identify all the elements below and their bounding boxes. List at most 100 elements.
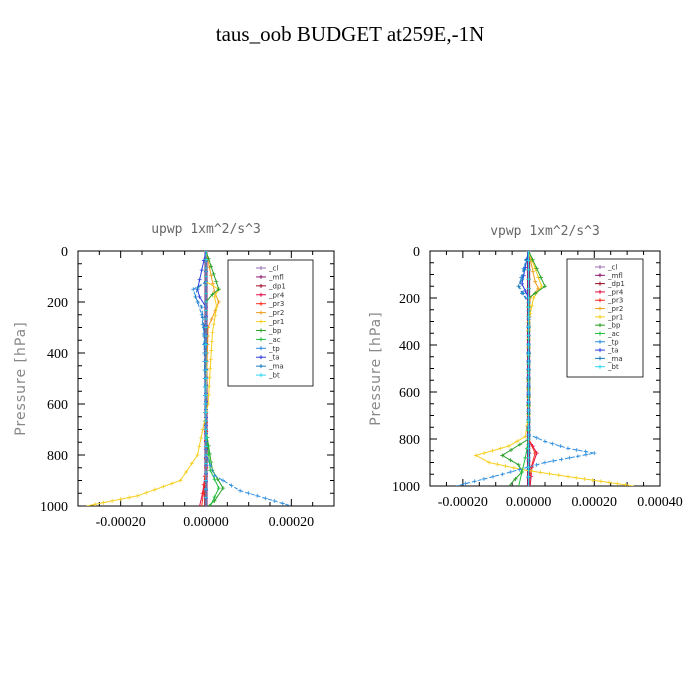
legend-marker [259, 346, 263, 351]
series-marker [204, 410, 208, 415]
series-marker [491, 474, 496, 479]
series-marker [566, 474, 570, 479]
series-marker [526, 352, 531, 357]
series-marker [207, 460, 212, 465]
series-marker [526, 361, 531, 366]
chart-title: upwp 1xm^2/s^3 [151, 222, 261, 237]
series-marker [543, 439, 547, 444]
series-marker [498, 446, 503, 451]
series-marker [255, 493, 260, 498]
series-marker [526, 258, 531, 263]
series-marker [592, 451, 597, 456]
series-marker [204, 334, 208, 338]
series-marker [538, 275, 543, 280]
series-marker [509, 447, 514, 452]
series-marker [272, 498, 277, 503]
legend-label: _bp [607, 322, 621, 330]
series-marker [515, 439, 520, 444]
y-tick-label: 1000 [392, 480, 420, 495]
series-marker [526, 314, 531, 319]
series-marker [500, 472, 505, 477]
series-marker [530, 269, 535, 274]
y-tick-label: 600 [399, 386, 420, 401]
legend-marker [598, 364, 602, 369]
series-marker [211, 322, 216, 327]
series-marker [506, 444, 511, 449]
series-marker [204, 359, 208, 364]
y-tick-label: 200 [399, 292, 420, 307]
series-marker [204, 453, 208, 457]
series-marker [513, 476, 518, 481]
legend-marker [259, 364, 263, 369]
y-tick-label: 400 [399, 339, 420, 354]
series-marker [517, 442, 522, 447]
series-marker [221, 486, 226, 491]
legend-marker [259, 319, 263, 324]
legend-marker [598, 314, 602, 319]
series-marker [184, 470, 189, 474]
series-marker [526, 251, 531, 253]
series-marker [567, 455, 572, 460]
series-marker [590, 478, 595, 483]
series-marker [526, 333, 531, 338]
series-marker [526, 324, 531, 329]
series-marker [127, 495, 132, 500]
series-marker [520, 277, 524, 282]
x-tick-label: 0.00020 [572, 495, 618, 510]
y-tick-label: 200 [47, 296, 68, 311]
series-marker [199, 312, 204, 317]
legend-label: _ac [607, 330, 620, 338]
legend-marker [259, 310, 263, 315]
series-group [86, 251, 292, 506]
legend-label: _cl [268, 265, 278, 273]
series-marker [526, 267, 531, 272]
x-tick-label: -0.00020 [96, 515, 146, 530]
legend-label: _ma [607, 355, 623, 363]
series-marker [526, 305, 531, 310]
series-marker [197, 277, 202, 282]
y-tick-label: 800 [47, 449, 68, 464]
y-tick-label: 0 [413, 245, 420, 260]
series-marker [193, 294, 198, 299]
series-marker [204, 274, 208, 279]
series-marker [526, 399, 531, 404]
series-marker [516, 284, 521, 289]
series-marker [556, 473, 561, 478]
series-marker [209, 273, 214, 278]
legend-label: _pr1 [607, 313, 623, 321]
series-marker [207, 384, 212, 389]
series-marker [534, 462, 539, 467]
series-marker [216, 300, 221, 304]
legend-label: _dp1 [607, 280, 625, 288]
legend-marker [598, 273, 602, 278]
series-marker [197, 444, 202, 449]
series-marker [207, 375, 212, 380]
series-marker [212, 473, 217, 478]
series-marker [566, 446, 570, 451]
series-marker [204, 487, 208, 491]
series-marker [118, 497, 123, 502]
series-line-bp [501, 251, 546, 486]
series-marker [214, 279, 219, 284]
series-marker [495, 462, 500, 467]
series-marker [204, 444, 208, 449]
legend-marker [598, 348, 602, 353]
legend-label: _bt [607, 363, 619, 371]
series-marker [463, 481, 468, 486]
series-marker [110, 498, 115, 503]
series-marker [238, 488, 243, 493]
series-marker [204, 461, 208, 466]
series-marker [178, 478, 183, 483]
y-tick-label: 400 [47, 347, 68, 362]
series-marker [204, 470, 208, 474]
legend-marker [598, 306, 602, 311]
x-tick-label: 0.00000 [506, 495, 552, 510]
series-marker [214, 305, 219, 310]
legend-label: _bp [268, 327, 282, 335]
series-marker [526, 437, 531, 441]
series-marker [204, 283, 208, 287]
series-marker [201, 258, 206, 263]
series-marker [533, 291, 538, 296]
legend-box [566, 258, 644, 378]
legend-label: _pr1 [268, 318, 284, 326]
